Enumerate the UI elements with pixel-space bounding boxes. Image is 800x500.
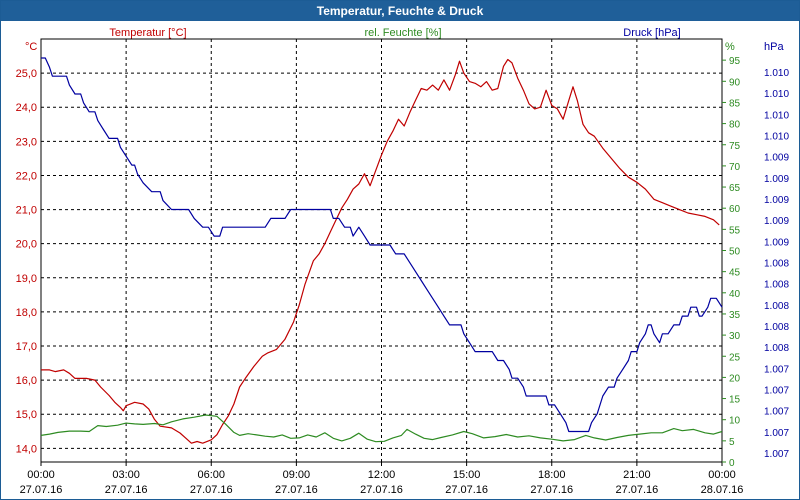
y-tick-label-humidity: 0 [729,458,735,469]
y-tick-label-pressure: 1.010 [764,68,789,79]
y-tick-label-pressure: 1.007 [764,449,789,460]
x-tick-time: 09:00 [283,469,311,481]
y-tick-label-humidity: 75 [729,141,741,152]
y-axis-unit-pressure: hPa [764,41,784,53]
y-tick-label-pressure: 1.008 [764,301,789,312]
y-tick-label-humidity: 20 [729,373,741,384]
y-tick-label-temperature: 24,0 [16,102,37,114]
y-tick-label-temperature: 16,0 [16,375,37,387]
y-axis-unit-temperature: °C [25,41,37,53]
y-tick-label-humidity: 25 [729,352,741,363]
y-tick-label-pressure: 1.007 [764,386,789,397]
y-tick-label-humidity: 55 [729,225,741,236]
x-tick-time: 12:00 [368,469,396,481]
y-tick-label-pressure: 1.008 [764,322,789,333]
y-tick-label-temperature: 22,0 [16,170,37,182]
y-tick-label-pressure: 1.007 [764,364,789,375]
chart-title: Temperatur, Feuchte & Druck [1,1,799,21]
x-tick-time: 00:00 [27,469,55,481]
y-tick-label-temperature: 14,0 [16,443,37,455]
x-tick-date: 27.07.16 [190,484,233,496]
y-tick-label-pressure: 1.008 [764,280,789,291]
y-tick-label-humidity: 5 [729,437,735,448]
y-tick-label-temperature: 18,0 [16,307,37,319]
x-tick-time: 03:00 [112,469,140,481]
x-tick-time: 18:00 [538,469,566,481]
x-tick-date: 27.07.16 [105,484,148,496]
y-tick-label-humidity: 85 [729,98,741,109]
x-tick-time: 06:00 [197,469,225,481]
x-tick-time: 21:00 [623,469,651,481]
x-tick-date: 27.07.16 [275,484,318,496]
series-label-humidity: rel. Feuchte [%] [364,27,441,39]
x-tick-date: 27.07.16 [360,484,403,496]
y-tick-label-humidity: 50 [729,247,741,258]
y-tick-label-humidity: 35 [729,310,741,321]
y-tick-label-temperature: 20,0 [16,239,37,251]
y-tick-label-humidity: 60 [729,204,741,215]
x-tick-date: 28.07.16 [701,484,744,496]
y-tick-label-temperature: 25,0 [16,68,37,80]
y-tick-label-pressure: 1.009 [764,153,789,164]
y-tick-label-pressure: 1.007 [764,428,789,439]
y-tick-label-humidity: 95 [729,56,741,67]
series-line-humidity [40,414,723,443]
series-line-pressure [41,57,723,433]
y-tick-label-pressure: 1.009 [764,216,789,227]
y-tick-label-pressure: 1.008 [764,259,789,270]
y-tick-label-pressure: 1.008 [764,343,789,354]
y-tick-label-humidity: 70 [729,162,741,173]
y-tick-label-temperature: 19,0 [16,273,37,285]
y-tick-label-humidity: 45 [729,268,741,279]
y-tick-label-humidity: 10 [729,416,741,427]
y-tick-label-pressure: 1.010 [764,110,789,121]
y-tick-label-temperature: 21,0 [16,205,37,217]
y-tick-label-temperature: 15,0 [16,409,37,421]
y-tick-label-temperature: 17,0 [16,341,37,353]
y-tick-label-pressure: 1.009 [764,237,789,248]
y-tick-label-humidity: 30 [729,331,741,342]
y-tick-label-humidity: 15 [729,395,741,406]
x-tick-date: 27.07.16 [445,484,488,496]
x-tick-time: 15:00 [453,469,481,481]
y-tick-label-pressure: 1.007 [764,407,789,418]
y-tick-label-pressure: 1.010 [764,132,789,143]
y-tick-label-pressure: 1.009 [764,174,789,185]
y-tick-label-pressure: 1.010 [764,89,789,100]
y-tick-label-humidity: 40 [729,289,741,300]
x-tick-date: 27.07.16 [530,484,573,496]
y-tick-label-humidity: 90 [729,77,741,88]
y-tick-label-humidity: 80 [729,120,741,131]
y-tick-label-humidity: 65 [729,183,741,194]
y-tick-label-pressure: 1.009 [764,195,789,206]
series-label-temperature: Temperatur [°C] [109,27,186,39]
x-tick-date: 27.07.16 [615,484,658,496]
y-tick-label-temperature: 23,0 [16,136,37,148]
y-axis-unit-humidity: % [725,41,735,53]
series-label-pressure: Druck [hPa] [623,27,680,39]
x-tick-date: 27.07.16 [20,484,63,496]
x-tick-time: 00:00 [708,469,736,481]
